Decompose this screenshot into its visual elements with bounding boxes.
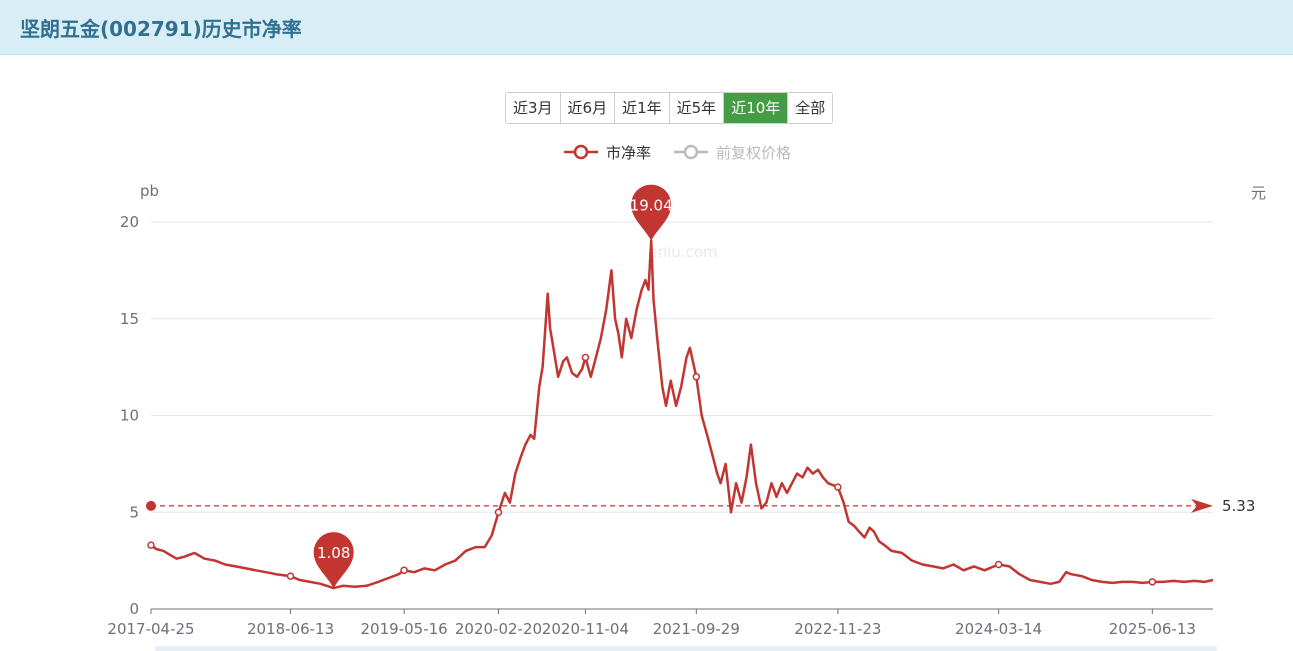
- y-tick-label: 5: [129, 503, 139, 521]
- series-pb: [147, 239, 1214, 590]
- legend-pb-label: 市净率: [606, 144, 651, 162]
- y-tick-label: 15: [120, 310, 139, 328]
- x-tick-label: 2025-06-13: [1109, 620, 1196, 638]
- range-10y-button[interactable]: 近10年: [724, 93, 789, 123]
- pb-line: [150, 239, 1214, 590]
- legend-item-price[interactable]: 前复权价格: [674, 144, 791, 162]
- y-axis: 0 5 10 15 20: [120, 213, 139, 618]
- x-axis: 2017-04-25 2018-06-13 2019-05-16 2020-02-20…: [107, 608, 1213, 638]
- page-title: 坚朗五金(002791)历史市净率: [20, 17, 302, 41]
- legend-item-pb[interactable]: 市净率: [564, 144, 651, 162]
- extreme-markers: 19.04 1.08: [313, 184, 673, 589]
- x-tick-label: 2018-06-13: [247, 620, 334, 638]
- range-all-button[interactable]: 全部: [788, 93, 833, 123]
- range-6m-button[interactable]: 近6月: [560, 93, 616, 123]
- min-point-label: 1.08: [317, 544, 350, 562]
- y-axis-right-unit: 元: [1251, 184, 1266, 202]
- legend: 市净率 前复权价格: [564, 144, 791, 162]
- pb-point: [147, 541, 155, 549]
- pb-point: [286, 572, 295, 580]
- data-zoom-slider[interactable]: [155, 646, 1217, 651]
- pb-point: [994, 560, 1003, 569]
- x-tick-label: 2020-11-04: [542, 620, 629, 638]
- grid-lines: [151, 221, 1213, 513]
- x-tick-label: 2017-04-25: [107, 620, 194, 638]
- pb-point: [834, 483, 842, 491]
- pb-point: [581, 353, 590, 362]
- watermark: eniu.com: [648, 243, 717, 261]
- legend-pb-icon: [573, 144, 589, 160]
- x-tick-label: 2022-11-23: [794, 620, 881, 638]
- pb-point: [692, 373, 701, 381]
- markline-label: 5.33: [1222, 497, 1255, 515]
- max-point-pin: [631, 184, 672, 241]
- legend-price-label: 前复权价格: [716, 144, 791, 162]
- min-point-pin: [313, 532, 354, 589]
- x-tick-label: 2021-09-29: [653, 620, 740, 638]
- average-markline: 5.33: [146, 497, 1255, 515]
- range-1y-button[interactable]: 近1年: [615, 93, 670, 123]
- y-tick-label: 10: [120, 407, 139, 425]
- pb-point: [400, 566, 408, 575]
- max-point-label: 19.04: [630, 197, 673, 215]
- markline-arrow: [1191, 498, 1213, 513]
- range-3m-button[interactable]: 近3月: [506, 93, 561, 123]
- y-axis-left-unit: pb: [140, 182, 159, 200]
- pb-history-chart: 市净率 前复权价格 pb 元 eniu.com 0 5 10 15 20 2017-04…: [107, 144, 1266, 638]
- time-range-selector: 近3月 近6月 近1年 近5年 近10年 全部: [505, 92, 834, 124]
- pb-point: [1148, 578, 1157, 586]
- range-5y-button[interactable]: 近5年: [669, 93, 725, 123]
- y-tick-label: 20: [120, 213, 139, 231]
- y-tick-label: 0: [129, 600, 139, 618]
- page-header: 坚朗五金(002791)历史市净率: [0, 0, 1293, 55]
- x-tick-label: 2024-03-14: [955, 620, 1042, 638]
- pb-point: [494, 508, 503, 516]
- x-tick-label: 2019-05-16: [361, 620, 448, 638]
- legend-price-icon: [683, 144, 699, 160]
- x-tick-label: 2020-02-20: [455, 620, 542, 638]
